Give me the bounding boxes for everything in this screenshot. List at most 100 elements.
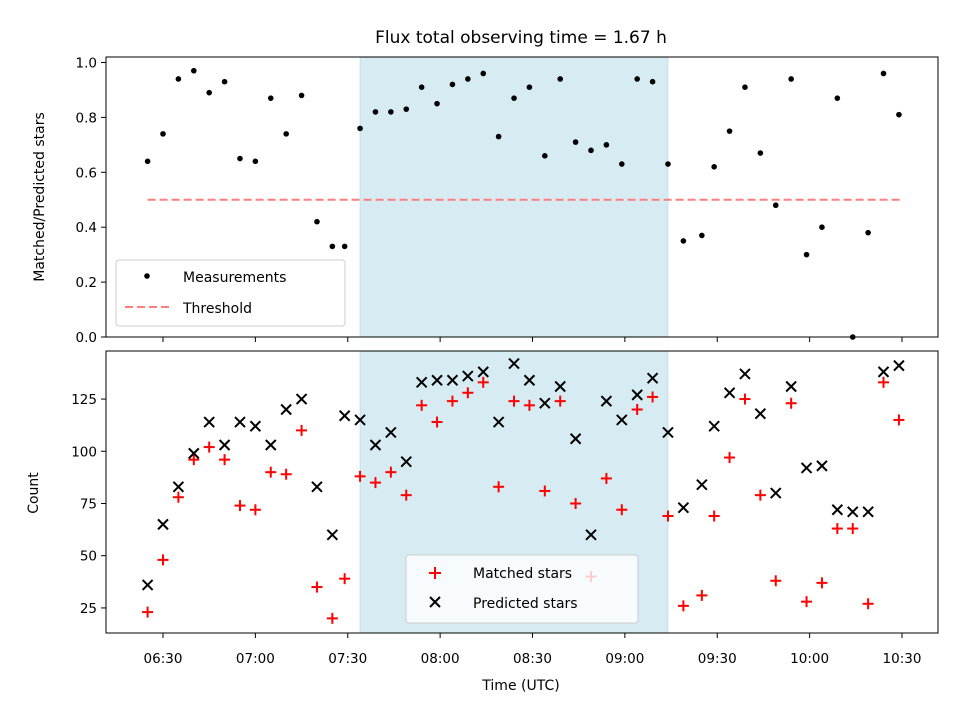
matched-star-point	[523, 399, 535, 411]
matched-star-point	[477, 376, 489, 388]
count-y-ticks: 25 50 75 100 125	[71, 392, 106, 617]
predicted-star-stroke-b	[770, 487, 782, 499]
matched-star-point	[142, 606, 154, 618]
predicted-star-point	[446, 374, 459, 386]
measurement-point	[403, 106, 410, 112]
predicted-star-stroke-b	[523, 374, 536, 386]
matched-star-point	[739, 393, 751, 405]
predicted-star-point	[708, 420, 720, 432]
predicted-star-point	[508, 357, 520, 370]
ratio-y-tick-label: 1.0	[76, 55, 97, 71]
measurement-point	[237, 155, 243, 162]
predicted-star-stroke-b	[631, 389, 643, 401]
count-y-tick-label: 75	[80, 496, 97, 512]
predicted-star-stroke-b	[477, 366, 489, 378]
legend-measurements-label: Measurements	[183, 270, 286, 286]
ratio-legend: Measurements Threshold	[115, 259, 346, 327]
matched-star-point	[696, 589, 708, 601]
predicted-star-stroke-b	[646, 372, 659, 384]
predicted-star-stroke-b	[569, 433, 582, 445]
predicted-star-point	[172, 481, 185, 493]
matched-star-point	[878, 376, 890, 388]
predicted-star-point	[218, 439, 231, 451]
count-x-tick-label: 08:30	[513, 651, 552, 667]
predicted-star-point	[862, 506, 874, 518]
predicted-star-point	[893, 359, 905, 372]
matched-star-point	[172, 491, 184, 503]
predicted-star-stroke-b	[295, 393, 308, 405]
matched-star-point	[508, 395, 520, 407]
measurement-point	[480, 70, 487, 77]
measurement-point	[803, 251, 810, 258]
ratio-plot-frame	[105, 56, 939, 338]
predicted-star-stroke-b	[554, 380, 566, 393]
matched-star-point	[554, 395, 566, 407]
count-legend: Matched stars Predicted stars	[405, 554, 639, 624]
predicted-star-point	[816, 460, 828, 472]
predicted-star-point	[739, 368, 751, 380]
count-x-tick-label: 06:30	[144, 651, 183, 667]
matched-star-point	[157, 554, 169, 566]
count-x-tick-label: 10:30	[883, 651, 922, 667]
matched-star-point	[203, 441, 215, 453]
measurement-point	[865, 229, 871, 236]
ratio-y-tick-label: 0.0	[76, 330, 97, 346]
predicted-star-stroke-b	[662, 426, 674, 439]
measurement-point	[372, 109, 379, 115]
ratio-y-ticks: 0.0 0.2 0.4 0.6 0.8 1.0	[76, 55, 106, 346]
measurement-point	[206, 89, 212, 96]
legend-predicted-label: Predicted stars	[473, 596, 578, 612]
measurement-point	[711, 164, 717, 170]
predicted-star-point	[462, 370, 474, 382]
matched-star-point	[354, 470, 366, 482]
predicted-star-point	[295, 393, 308, 405]
x-axis-label: Time (UTC)	[481, 678, 559, 694]
measurement-point	[665, 161, 671, 167]
measurement-point	[175, 76, 182, 82]
predicted-star-point	[585, 529, 597, 541]
predicted-star-stroke-b	[754, 407, 767, 420]
count-x-tick-label: 08:00	[421, 651, 460, 667]
measurement-point	[495, 133, 502, 140]
predicted-star-stroke-b	[492, 416, 505, 428]
count-x-ticks: 06:30 07:00 07:30 08:00 08:30 09:00 09:30 10:00…	[144, 633, 922, 667]
predicted-star-point	[326, 529, 339, 541]
measurement-point	[772, 202, 779, 209]
matched-star-point	[431, 416, 443, 428]
predicted-star-point	[631, 389, 643, 401]
predicted-star-point	[280, 403, 292, 416]
legend-threshold-label: Threshold	[182, 301, 252, 317]
matched-star-point	[816, 577, 828, 589]
ratio-y-axis-label: Matched/Predicted stars	[32, 112, 48, 282]
count-x-tick-label: 07:30	[328, 651, 367, 667]
matched-star-point	[862, 598, 874, 610]
count-plot-frame	[105, 350, 939, 634]
predicted-star-stroke-b	[141, 579, 154, 591]
chart-title: Flux total observing time = 1.67 h	[375, 28, 667, 48]
count-y-tick-label: 125	[71, 392, 97, 408]
measurement-point	[757, 150, 764, 156]
predicted-star-point	[696, 478, 708, 491]
predicted-star-stroke-b	[354, 414, 366, 426]
measurement-point	[788, 76, 794, 82]
measurement-point	[699, 232, 705, 239]
count-x-tick-label: 10:00	[790, 651, 829, 667]
measurement-point	[557, 76, 564, 82]
predicted-star-point	[677, 501, 690, 514]
predicted-star-point	[539, 397, 551, 409]
measurement-point	[190, 67, 197, 74]
predicted-star-point	[249, 420, 262, 432]
ratio-marks	[144, 67, 902, 340]
measurement-point	[221, 78, 228, 85]
predicted-star-point	[723, 387, 736, 399]
predicted-star-point	[600, 395, 613, 407]
measurement-point	[819, 224, 825, 230]
predicted-star-point	[141, 579, 154, 591]
measurement-point	[160, 131, 166, 137]
matched-star-point	[265, 466, 277, 478]
predicted-star-stroke-b	[708, 420, 720, 432]
measurement-point	[603, 142, 610, 148]
predicted-star-point	[770, 487, 782, 499]
measurement-point	[283, 131, 289, 137]
ratio-y-tick-label: 0.4	[76, 220, 97, 236]
